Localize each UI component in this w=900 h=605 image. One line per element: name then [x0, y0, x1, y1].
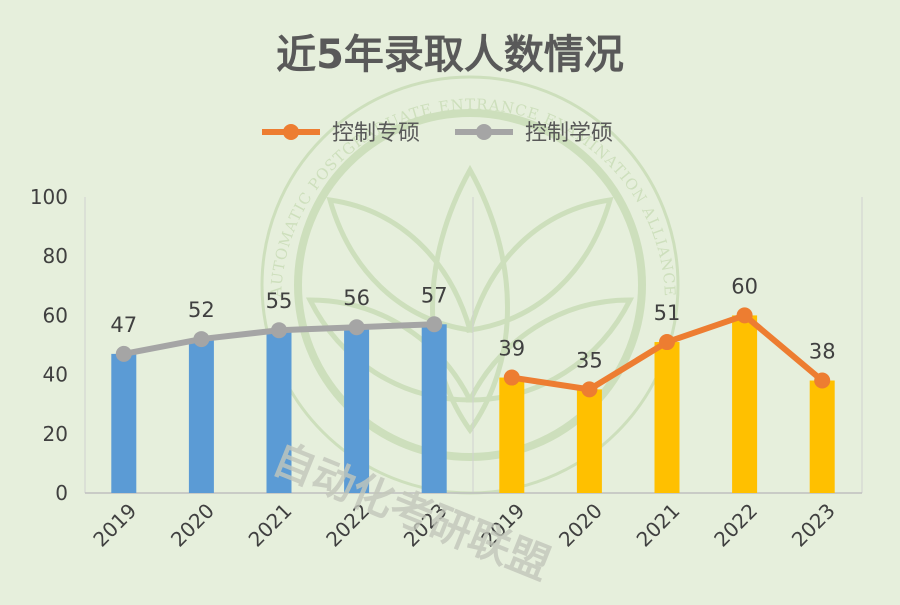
bar-2022-0	[344, 327, 370, 493]
series-point-1	[503, 369, 520, 386]
data-label: 35	[576, 348, 603, 372]
bar-2023-1	[809, 380, 835, 493]
legend-marker-zhuanshuo	[283, 124, 299, 140]
data-label: 38	[809, 340, 836, 364]
series-point-1	[814, 372, 831, 389]
x-tick-label: 2020	[554, 499, 607, 552]
y-tick-label: 20	[43, 422, 68, 446]
series-point-0	[115, 345, 132, 362]
series-point-0	[426, 316, 443, 333]
bar-2023-0	[421, 324, 447, 493]
y-tick-label: 100	[30, 185, 68, 209]
series-point-1	[581, 381, 598, 398]
legend-marker-xueshuo	[476, 124, 492, 140]
legend-item-xueshuo: 控制学硕	[455, 121, 613, 146]
series-point-1	[659, 334, 675, 351]
bar-2019-1	[499, 377, 525, 493]
bar-2020-0	[188, 339, 214, 493]
data-label: 39	[498, 337, 525, 361]
chart-title: 近5年录取人数情况	[276, 32, 624, 78]
data-label: 47	[110, 313, 137, 337]
legend-label-zhuanshuo: 控制专硕	[332, 121, 420, 146]
legend: 控制专硕 控制学硕	[262, 121, 613, 146]
x-tick-label: 2019	[88, 499, 141, 552]
lines-layer	[115, 307, 831, 398]
x-tick-label: 2021	[244, 499, 297, 552]
series-point-0	[271, 322, 287, 339]
data-label: 60	[731, 274, 758, 298]
x-tick-label: 2021	[632, 499, 685, 552]
data-label: 51	[654, 301, 681, 325]
bar-2021-1	[654, 342, 680, 493]
bar-2021-0	[266, 330, 292, 493]
x-tick-label: 2023	[787, 499, 840, 552]
bar-2020-1	[576, 389, 602, 493]
y-tick-label: 0	[55, 481, 68, 505]
series-point-0	[193, 331, 210, 348]
data-label: 57	[421, 283, 448, 307]
legend-item-zhuanshuo: 控制专硕	[262, 121, 420, 146]
bar-2019-0	[111, 353, 137, 493]
y-tick-label: 60	[43, 303, 68, 327]
legend-label-xueshuo: 控制学硕	[525, 121, 613, 146]
y-tick-label: 40	[43, 363, 68, 387]
x-tick-label: 2020	[166, 499, 219, 552]
data-labels-layer: 47 52 55 56 57 39 35 51 60 38	[110, 274, 835, 372]
bar-2022-1	[732, 315, 758, 493]
series-point-0	[348, 319, 365, 336]
data-label: 52	[188, 298, 215, 322]
y-tick-label: 80	[43, 244, 68, 268]
y-axis: 0 20 40 60 80 100	[30, 185, 68, 505]
series-point-1	[736, 307, 753, 324]
bars-layer	[111, 315, 835, 493]
data-label: 55	[266, 289, 293, 313]
x-tick-label: 2022	[709, 499, 762, 552]
data-label: 56	[343, 286, 370, 310]
watermark-inner-ring	[294, 109, 646, 461]
watermark-seal: AUTOMATIC POSTGRADUATE ENTRANCE EXAMINAT…	[260, 75, 680, 495]
